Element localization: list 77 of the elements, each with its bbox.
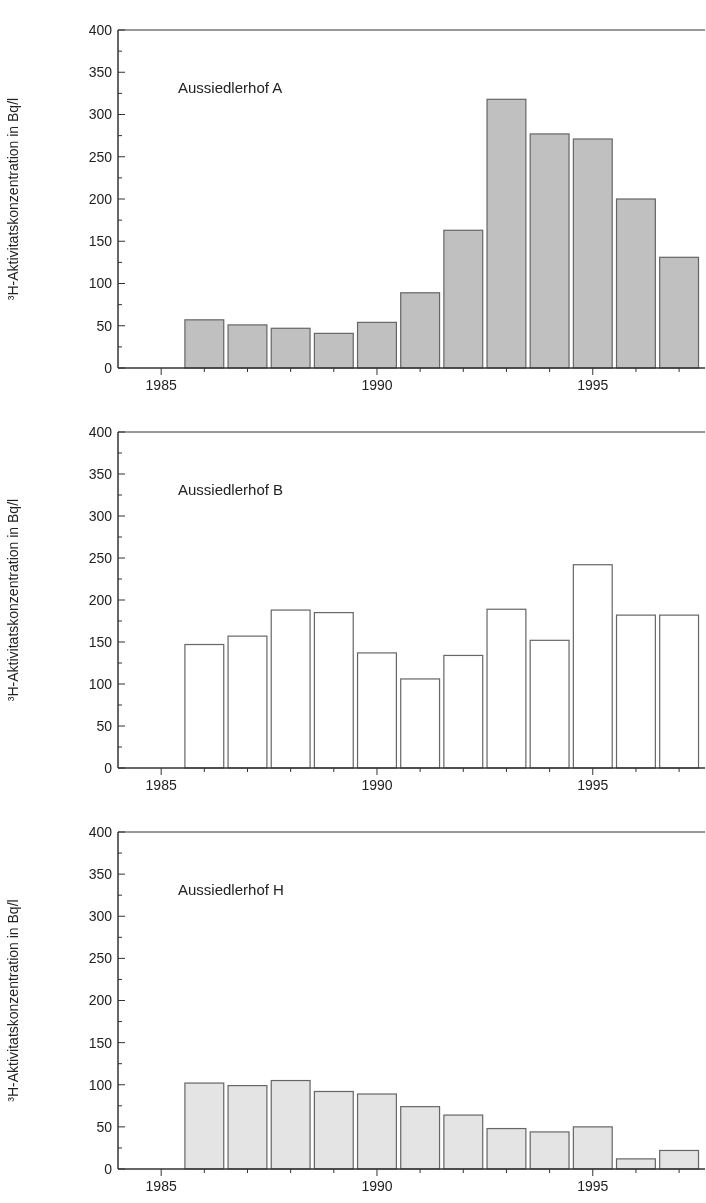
y-tick-label: 200 <box>88 992 113 1009</box>
bar <box>529 1131 570 1170</box>
bar <box>356 652 397 769</box>
bar <box>400 678 441 769</box>
y-tick-label: 200 <box>88 591 113 608</box>
bar <box>615 198 656 369</box>
y-tick-label: 250 <box>88 148 113 165</box>
bar <box>184 319 225 369</box>
bar <box>313 612 354 769</box>
bar <box>615 614 656 769</box>
bar <box>486 608 527 769</box>
y-tick-label: 400 <box>88 823 113 840</box>
y-tick-label: 150 <box>88 633 113 650</box>
bar <box>659 614 700 769</box>
y-tick-label: 100 <box>88 675 113 692</box>
x-tick-label: 1985 <box>145 1178 177 1194</box>
x-tick-label: 1985 <box>145 377 177 393</box>
y-tick-label: 300 <box>88 908 113 925</box>
y-tick-label: 100 <box>88 1076 113 1093</box>
bar <box>529 133 570 369</box>
x-tick-label: 1995 <box>577 777 609 793</box>
bar <box>486 1127 527 1170</box>
y-tick-label: 0 <box>104 759 113 776</box>
y-tick-label: 100 <box>88 275 113 292</box>
bar <box>184 643 225 769</box>
y-tick-label: 300 <box>88 106 113 123</box>
bar <box>572 138 613 369</box>
bar <box>313 1090 354 1170</box>
y-tick-label: 50 <box>96 317 113 334</box>
bar <box>443 229 484 369</box>
bar <box>572 1126 613 1170</box>
bar <box>270 609 311 769</box>
y-tick-label: 0 <box>104 359 113 376</box>
bar <box>270 1079 311 1170</box>
bar <box>400 1106 441 1170</box>
y-axis-title: ³H-Aktivitatskonzentration in Bq/l <box>5 899 21 1102</box>
y-tick-label: 50 <box>96 717 113 734</box>
bar <box>486 98 527 369</box>
y-tick-label: 150 <box>88 233 113 250</box>
y-axis-title: ³H-Aktivitatskonzentration in Bq/l <box>5 97 21 301</box>
bar <box>227 635 268 769</box>
bar <box>529 639 570 769</box>
y-axis-title: ³H-Aktivitatskonzentration in Bq/l <box>5 498 21 702</box>
bar <box>270 327 311 369</box>
y-tick-label: 250 <box>88 549 113 566</box>
y-tick-label: 0 <box>104 1160 113 1177</box>
bar <box>400 292 441 369</box>
x-tick-label: 1995 <box>577 377 609 393</box>
y-tick-label: 150 <box>88 1034 113 1051</box>
y-tick-label: 200 <box>88 190 113 207</box>
annotation: Aussiedlerhof H <box>178 881 284 898</box>
annotation: Aussiedlerhof B <box>178 481 284 498</box>
x-tick-label: 1995 <box>577 1178 609 1194</box>
y-tick-label: 250 <box>88 950 113 967</box>
bar <box>356 1093 397 1170</box>
y-tick-label: 350 <box>88 64 113 81</box>
bar <box>659 1149 700 1170</box>
x-tick-label: 1985 <box>145 777 177 793</box>
bar <box>184 1082 225 1170</box>
y-tick-label: 50 <box>96 1118 113 1135</box>
x-tick-label: 1990 <box>361 1178 393 1194</box>
bar <box>356 321 397 369</box>
bar <box>227 324 268 369</box>
bar <box>443 1114 484 1170</box>
bar <box>659 256 700 369</box>
bar <box>572 564 613 769</box>
y-tick-label: 300 <box>88 507 113 524</box>
x-tick-label: 1990 <box>361 377 393 393</box>
annotation: Aussiedlerhof A <box>178 79 283 96</box>
y-tick-label: 400 <box>88 21 113 38</box>
bar <box>443 654 484 769</box>
bar <box>227 1084 268 1170</box>
y-tick-label: 350 <box>88 866 113 883</box>
bar <box>313 332 354 369</box>
y-tick-label: 400 <box>88 423 113 440</box>
x-tick-label: 1990 <box>361 777 393 793</box>
y-tick-label: 350 <box>88 465 113 482</box>
